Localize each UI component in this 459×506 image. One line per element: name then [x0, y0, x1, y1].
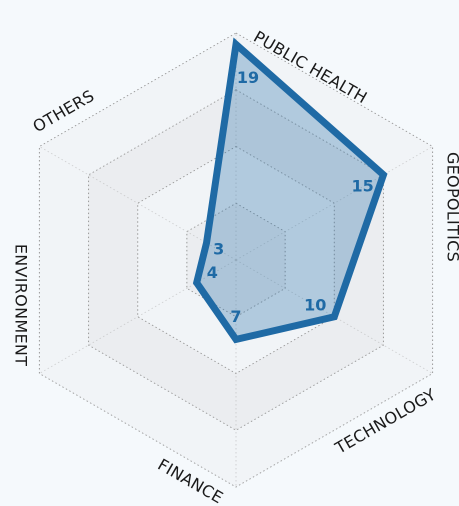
value-label: 4: [207, 263, 218, 282]
spoke: [39, 146, 237, 261]
value-label: 10: [304, 295, 326, 314]
radar-area: [192, 37, 388, 344]
axis-label: ENVIRONMENT: [12, 244, 31, 366]
spoke: [235, 146, 433, 261]
axis-label: GEOPOLITICS: [444, 152, 459, 262]
value-label: 15: [352, 176, 374, 195]
value-label: 19: [237, 68, 259, 87]
spoke: [39, 259, 237, 374]
value-label: 7: [230, 307, 241, 326]
value-label: 3: [213, 239, 224, 258]
